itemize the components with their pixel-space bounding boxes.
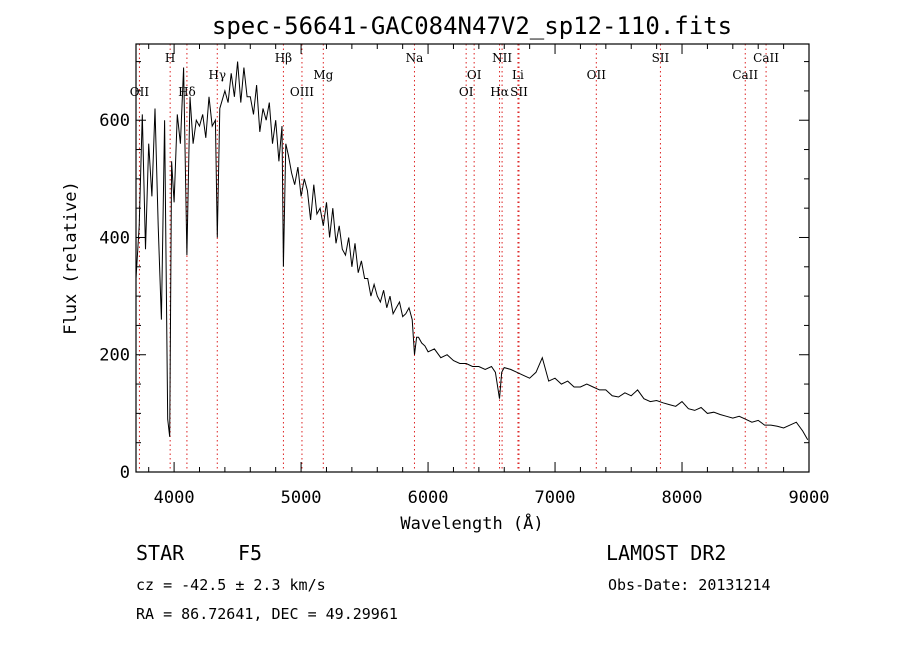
y-tick-label: 200 [99,346,130,366]
x-tick-label: 6000 [408,488,449,508]
spectral-line-label: Hα [490,85,509,99]
x-tick-label: 4000 [154,488,195,508]
x-axis-ticks: 4000 5000 6000 7000 8000 9000 [148,44,830,508]
spectral-line-label: SII [652,51,670,65]
spectral-line-label: CaII [732,68,758,82]
y-tick-label: 400 [99,228,130,248]
coordinates: RA = 86.72641, DEC = 49.29961 [136,605,398,623]
spectral-line-label: OI [459,85,474,99]
spectral-line-label: Li [512,68,524,82]
spectral-line-label: NII [492,51,512,65]
x-tick-label: 9000 [789,488,830,508]
spectral-line-label: Hδ [178,85,196,99]
chart-title: spec-56641-GAC084N47V2_sp12-110.fits [212,12,732,40]
object-type: STAR [136,541,185,565]
spectral-line-label: SII [510,85,528,99]
spectral-line-label: OIII [290,85,314,99]
y-axis-ticks: 0 200 400 600 [99,61,809,483]
subclass: F5 [238,541,262,565]
spectral-line-label: CaII [753,51,779,65]
spectral-line-label: H [165,51,175,65]
series-line [135,61,809,441]
redshift-info: cz = -42.5 ± 2.3 km/s [136,576,326,594]
spectral-line-label: Mg [313,68,333,82]
y-tick-label: 0 [120,463,130,483]
plot-frame [135,43,810,473]
spectral-line-label: OII [587,68,607,82]
x-axis-label: Wavelength (Å) [400,512,543,534]
x-tick-label: 5000 [281,488,322,508]
spectral-line-label: Hβ [275,51,292,65]
survey-label: LAMOST DR2 [606,541,726,565]
spectral-line-label: OII [130,85,150,99]
y-tick-label: 600 [99,111,130,131]
obs-date: Obs-Date: 20131214 [608,576,771,594]
spectral-line-label: Na [406,51,424,65]
spectral-line-label: OI [467,68,482,82]
x-tick-label: 7000 [535,488,576,508]
x-tick-label: 8000 [662,488,703,508]
emission-lines [138,44,767,472]
spectral-line-label: Hγ [208,68,226,82]
y-axis-label: Flux (relative) [61,181,81,335]
